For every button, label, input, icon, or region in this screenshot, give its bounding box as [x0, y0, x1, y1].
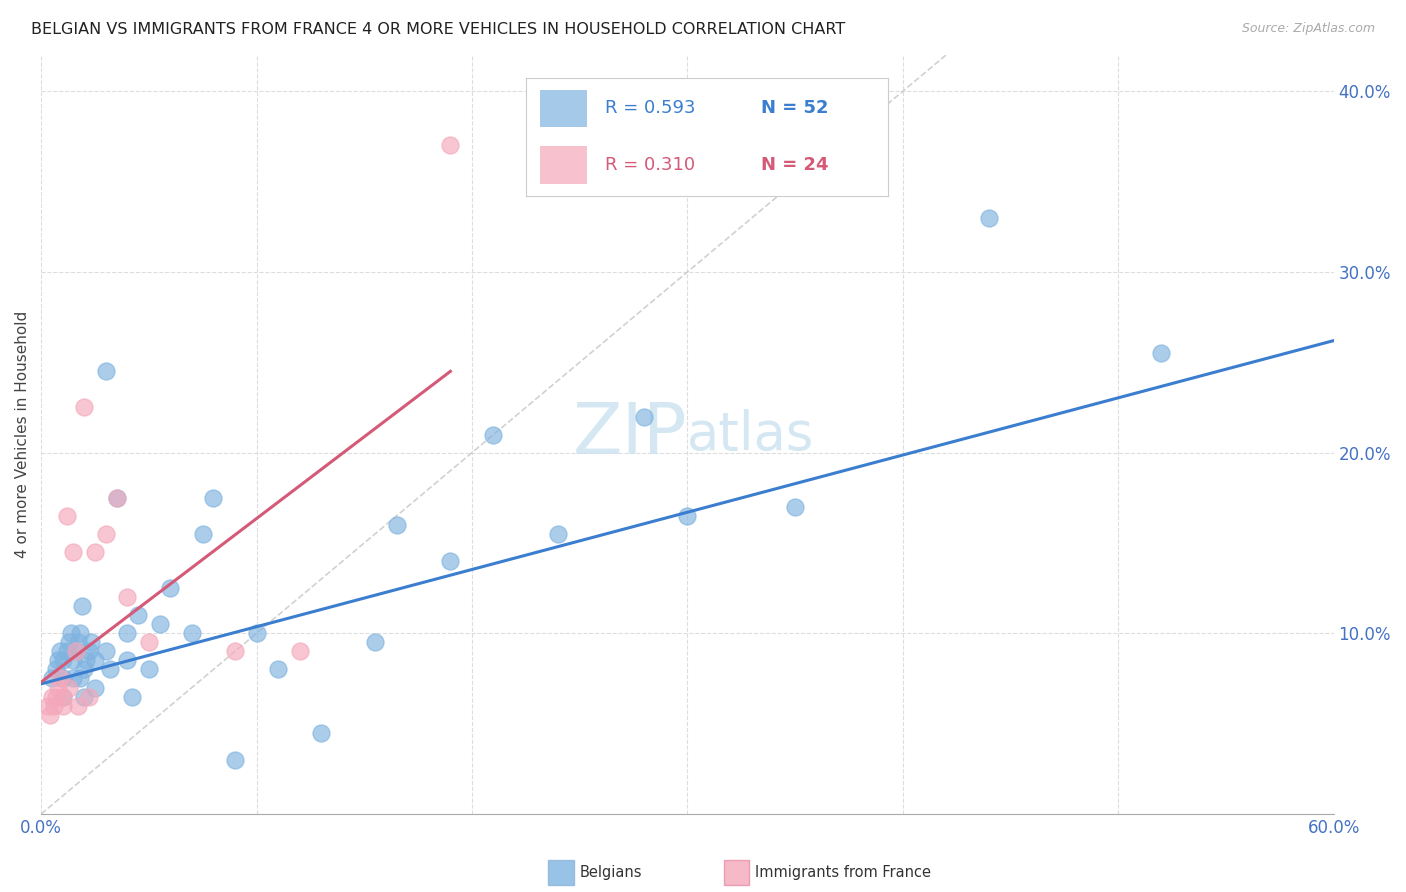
Point [439, 554, 461, 568]
Point [56, 508, 79, 523]
Point [73, 663, 96, 677]
Point [58, 681, 80, 695]
Point [52, 690, 75, 704]
Point [66, 698, 89, 713]
Point [94, 644, 117, 658]
Point [245, 626, 267, 640]
Point [288, 644, 311, 658]
Point [121, 690, 143, 704]
Point [73, 401, 96, 415]
Point [49, 672, 72, 686]
Point [77, 690, 100, 704]
Point [58, 635, 80, 649]
Point [73, 690, 96, 704]
Point [180, 626, 202, 640]
Point [94, 364, 117, 378]
Point [66, 635, 89, 649]
Point [49, 644, 72, 658]
Point [127, 608, 149, 623]
Point [98, 663, 121, 677]
Point [105, 491, 128, 505]
Point [46, 681, 69, 695]
Point [52, 690, 75, 704]
Point [52, 653, 75, 667]
Point [45, 690, 67, 704]
Point [364, 635, 387, 649]
Text: BELGIAN VS IMMIGRANTS FROM FRANCE 4 OR MORE VEHICLES IN HOUSEHOLD CORRELATION CH: BELGIAN VS IMMIGRANTS FROM FRANCE 4 OR M… [31, 22, 845, 37]
Point [65, 644, 87, 658]
Point [977, 211, 1000, 225]
Text: Source: ZipAtlas.com: Source: ZipAtlas.com [1241, 22, 1375, 36]
Point [42, 698, 65, 713]
Point [783, 500, 806, 514]
Point [1150, 346, 1173, 360]
Text: Immigrants from France: Immigrants from France [755, 865, 931, 880]
Text: Belgians: Belgians [579, 865, 641, 880]
Point [46, 653, 69, 667]
Point [482, 427, 505, 442]
Point [62, 653, 84, 667]
Point [224, 753, 246, 767]
Point [633, 409, 655, 424]
Point [94, 527, 117, 541]
Point [60, 626, 83, 640]
Point [65, 644, 87, 658]
Point [191, 527, 214, 541]
Point [138, 635, 160, 649]
Point [547, 527, 569, 541]
Point [267, 663, 290, 677]
Point [37, 698, 59, 713]
Point [45, 663, 67, 677]
Point [149, 617, 172, 632]
Point [309, 725, 332, 739]
Point [75, 653, 97, 667]
Point [52, 672, 75, 686]
Point [138, 663, 160, 677]
Point [41, 690, 63, 704]
Point [62, 672, 84, 686]
Point [159, 581, 181, 595]
Point [70, 599, 93, 614]
Point [224, 644, 246, 658]
Point [202, 491, 225, 505]
Point [84, 545, 107, 559]
Point [52, 698, 75, 713]
Point [105, 491, 128, 505]
Point [117, 626, 139, 640]
Point [676, 508, 699, 523]
Point [117, 590, 139, 604]
Point [117, 653, 139, 667]
Y-axis label: 4 or more Vehicles in Household: 4 or more Vehicles in Household [15, 311, 30, 558]
Point [69, 626, 91, 640]
Point [385, 517, 408, 532]
Point [439, 138, 461, 153]
Point [84, 681, 107, 695]
Point [69, 672, 91, 686]
Text: ZIP: ZIP [572, 401, 688, 469]
Point [38, 707, 60, 722]
Point [84, 653, 107, 667]
Point [41, 672, 63, 686]
Point [79, 635, 101, 649]
Point [62, 545, 84, 559]
Text: atlas: atlas [688, 409, 814, 460]
Point [56, 644, 79, 658]
Point [77, 644, 100, 658]
